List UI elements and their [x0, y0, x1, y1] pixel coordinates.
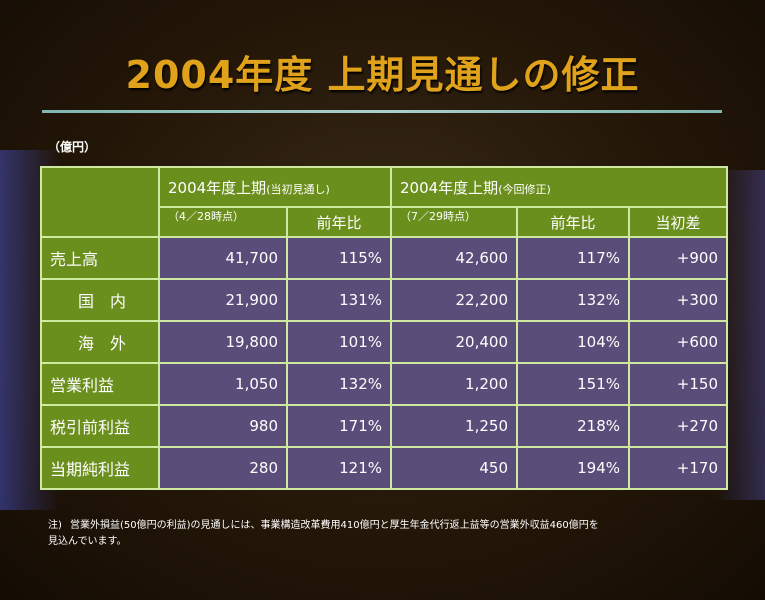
header-initial-forecast: 2004年度上期(当初見通し): [158, 166, 392, 208]
cell-revised-yoy: 151%: [516, 362, 630, 406]
cell-revised-yoy: 194%: [516, 446, 630, 490]
cell-initial: 1,050: [158, 362, 288, 406]
footnote: 注) 営業外損益(50億円の利益)の見通しには、事業構造改革費用410億円と厚生年…: [48, 518, 728, 550]
cell-initial: 280: [158, 446, 288, 490]
footnote-line-1: 営業外損益(50億円の利益)の見通しには、事業構造改革費用410億円と厚生年金代…: [70, 520, 599, 531]
cell-revised: 20,400: [390, 320, 518, 364]
row-label-domestic: 国 内: [40, 278, 160, 322]
cell-diff: +270: [628, 404, 728, 448]
header-initial-date: （4／28時点）: [158, 206, 288, 238]
row-label-pretax-income: 税引前利益: [40, 404, 160, 448]
cell-initial: 980: [158, 404, 288, 448]
cell-revised: 42,600: [390, 236, 518, 280]
cell-revised: 450: [390, 446, 518, 490]
cell-revised-yoy: 132%: [516, 278, 630, 322]
cell-diff: +150: [628, 362, 728, 406]
row-label-sales: 売上高: [40, 236, 160, 280]
cell-initial-yoy: 171%: [286, 404, 392, 448]
table-row: 売上高 41,700 115% 42,600 117% +900: [40, 236, 728, 280]
header-revised-sub: (今回修正): [498, 182, 551, 196]
cell-diff: +600: [628, 320, 728, 364]
header-row-1: 2004年度上期(当初見通し) 2004年度上期(今回修正): [40, 166, 728, 238]
header-revised-yoy: 前年比: [516, 206, 630, 238]
row-label-overseas: 海 外: [40, 320, 160, 364]
title-divider: [42, 110, 722, 113]
cell-initial: 19,800: [158, 320, 288, 364]
header-revised-forecast: 2004年度上期(今回修正): [390, 166, 728, 208]
table-row: 海 外 19,800 101% 20,400 104% +600: [40, 320, 728, 364]
table-row: 国 内 21,900 131% 22,200 132% +300: [40, 278, 728, 322]
cell-revised-yoy: 104%: [516, 320, 630, 364]
header-revised-date: （7／29時点）: [390, 206, 518, 238]
cell-initial-yoy: 115%: [286, 236, 392, 280]
cell-revised: 1,200: [390, 362, 518, 406]
row-label-operating-income: 営業利益: [40, 362, 160, 406]
table-row: 当期純利益 280 121% 450 194% +170: [40, 446, 728, 490]
cell-revised: 1,250: [390, 404, 518, 448]
header-corner-cell: [40, 166, 160, 238]
cell-diff: +300: [628, 278, 728, 322]
cell-initial-yoy: 131%: [286, 278, 392, 322]
unit-label: （億円）: [48, 140, 97, 154]
header-initial-yoy: 前年比: [286, 206, 392, 238]
cell-initial-yoy: 101%: [286, 320, 392, 364]
cell-revised-yoy: 117%: [516, 236, 630, 280]
table-row: 税引前利益 980 171% 1,250 218% +270: [40, 404, 728, 448]
cell-revised-yoy: 218%: [516, 404, 630, 448]
header-row-2: （4／28時点） 前年比 （7／29時点） 前年比 当初差: [41, 206, 728, 238]
footnote-mark: 注): [48, 520, 62, 531]
cell-initial: 21,900: [158, 278, 288, 322]
cell-initial: 41,700: [158, 236, 288, 280]
forecast-table: 2004年度上期(当初見通し) 2004年度上期(今回修正) （4／28時点） …: [40, 166, 728, 490]
footnote-line-2: 見込んでいます。: [48, 536, 127, 547]
row-label-net-income: 当期純利益: [40, 446, 160, 490]
cell-initial-yoy: 121%: [286, 446, 392, 490]
cell-diff: +900: [628, 236, 728, 280]
cell-revised: 22,200: [390, 278, 518, 322]
cell-initial-yoy: 132%: [286, 362, 392, 406]
cell-diff: +170: [628, 446, 728, 490]
table-row: 営業利益 1,050 132% 1,200 151% +150: [40, 362, 728, 406]
slide-title: 2004年度 上期見通しの修正: [125, 53, 640, 97]
header-initial-main: 2004年度上期: [168, 178, 267, 197]
header-revised-main: 2004年度上期: [400, 178, 499, 197]
header-revised-diff: 当初差: [628, 206, 728, 238]
header-initial-sub: (当初見通し): [266, 182, 330, 196]
